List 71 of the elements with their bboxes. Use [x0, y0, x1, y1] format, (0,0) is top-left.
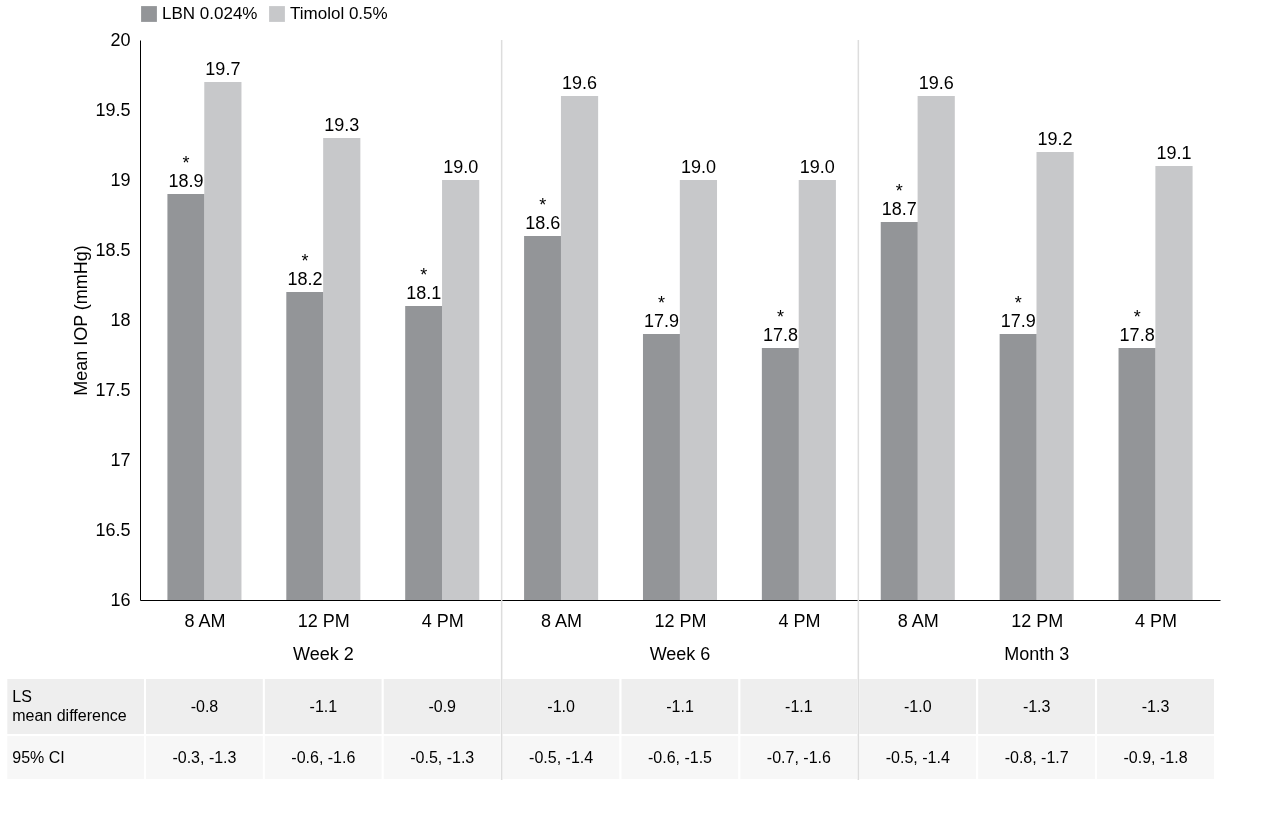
text: -1.0 [547, 697, 575, 715]
y-tick-label: 20 [110, 29, 131, 50]
y-axis-title: Mean IOP (mmHg) [71, 245, 92, 396]
data-label: 19.0 [680, 157, 716, 177]
annotation: * [182, 153, 190, 173]
data-label: 18.7 [881, 199, 917, 219]
data-label: 19.2 [1037, 129, 1073, 149]
data-label: 17.9 [644, 311, 680, 331]
data-label: 19.1 [1156, 143, 1192, 163]
y-tick-label: 17 [110, 449, 131, 470]
text: -1.1 [309, 697, 338, 715]
data-label: 18.6 [525, 213, 561, 233]
text: -0.5, -1.4 [885, 748, 950, 766]
annotation: * [895, 181, 903, 201]
text: -0.8, -1.7 [1004, 748, 1069, 766]
data-label: 18.9 [168, 171, 204, 191]
text: -0.3, -1.3 [172, 748, 237, 766]
annotation: * [776, 307, 784, 327]
text: -0.9, -1.8 [1123, 748, 1188, 766]
data-label: 17.8 [762, 325, 798, 345]
text: -0.8 [190, 697, 219, 715]
text: -0.9 [428, 697, 457, 715]
data-label: 19.0 [443, 157, 479, 177]
annotation: * [1133, 307, 1141, 327]
data-label: 19.6 [918, 73, 954, 93]
x-tick-label: 8 AM [184, 610, 226, 631]
x-tick-label: 4 PM [1135, 610, 1178, 631]
annotation: * [658, 293, 666, 313]
legend-label: LBN 0.024% [162, 4, 258, 23]
annotation: * [1014, 293, 1022, 313]
text: Month 3 [1004, 644, 1070, 664]
annotation: * [539, 195, 547, 215]
text: LS mean difference [12, 688, 127, 724]
text: Week 2 [292, 644, 354, 664]
y-tick-label: 16 [110, 589, 131, 610]
text: -0.5, -1.4 [529, 748, 594, 766]
y-tick-label: 17.5 [95, 379, 131, 400]
text: -1.1 [666, 697, 694, 715]
text: -0.5, -1.3 [410, 748, 475, 766]
y-tick-label: 19.5 [95, 99, 131, 120]
data-label: 17.9 [1000, 311, 1036, 331]
legend-label: Timolol 0.5% [290, 4, 388, 23]
data-label: 19.3 [324, 115, 360, 135]
text: -0.6, -1.6 [291, 748, 356, 766]
x-tick-label: 4 PM [421, 610, 464, 631]
text: -1.0 [903, 697, 932, 715]
data-label: 18.1 [406, 283, 442, 303]
data-label: 19.6 [562, 73, 598, 93]
data-label: 19.0 [799, 157, 835, 177]
text: Week 6 [649, 644, 711, 664]
data-label: 18.2 [287, 269, 323, 289]
x-tick-label: 8 AM [541, 610, 583, 631]
text: -1.3 [1022, 697, 1051, 715]
text: -0.7, -1.6 [766, 748, 832, 766]
text: -1.3 [1141, 697, 1170, 715]
y-tick-label: 18 [110, 309, 131, 330]
data-label: 19.7 [205, 59, 241, 79]
x-tick-label: 12 PM [1011, 610, 1064, 631]
text: 95% CI [12, 748, 65, 766]
text: -0.6, -1.5 [647, 748, 713, 766]
x-tick-label: 8 AM [897, 610, 939, 631]
x-tick-label: 12 PM [297, 610, 350, 631]
y-tick-label: 19 [110, 169, 131, 190]
text: -1.1 [785, 697, 813, 715]
data-label: 17.8 [1119, 325, 1155, 345]
y-tick-label: 16.5 [95, 519, 131, 540]
annotation: * [301, 251, 309, 271]
annotation: * [420, 265, 428, 285]
x-tick-label: 12 PM [654, 610, 707, 631]
x-tick-label: 4 PM [778, 610, 821, 631]
y-tick-label: 18.5 [95, 239, 131, 260]
